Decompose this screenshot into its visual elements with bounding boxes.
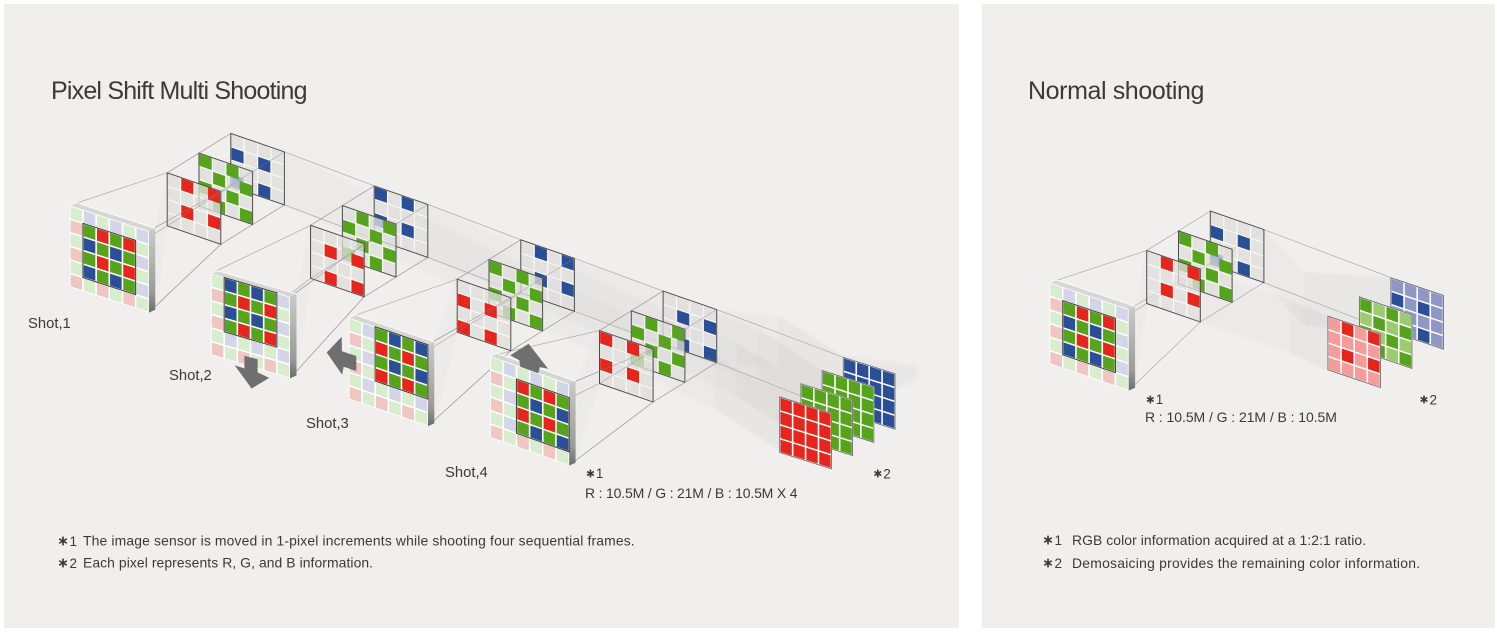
svg-text:1: 1: [70, 534, 78, 549]
svg-text:1: 1: [1055, 533, 1063, 548]
svg-text:Pixel Shift Multi Shooting: Pixel Shift Multi Shooting: [51, 77, 307, 105]
svg-text:R : 10.5M / G : 21M / B : 10.5: R : 10.5M / G : 21M / B : 10.5M: [1145, 409, 1337, 425]
svg-text:Shot,4: Shot,4: [445, 465, 488, 481]
svg-text:Shot,3: Shot,3: [306, 416, 349, 432]
svg-text:Normal shooting: Normal shooting: [1028, 77, 1204, 105]
svg-text:RGB color information acquired: RGB color information acquired at a 1:2:…: [1072, 532, 1366, 548]
svg-text:2: 2: [1055, 556, 1063, 571]
svg-text:2: 2: [1430, 393, 1438, 408]
svg-text:1: 1: [1156, 392, 1164, 407]
svg-text:2: 2: [70, 556, 78, 571]
svg-text:Each pixel represents R, G, an: Each pixel represents R, G, and B inform…: [83, 555, 373, 571]
svg-text:2: 2: [883, 467, 891, 482]
svg-text:Demosaicing provides the remai: Demosaicing provides the remaining color…: [1072, 555, 1420, 571]
svg-text:1: 1: [596, 466, 604, 481]
svg-text:The image sensor is moved in 1: The image sensor is moved in 1-pixel inc…: [83, 533, 635, 549]
svg-text:Shot,1: Shot,1: [28, 316, 71, 332]
svg-text:Shot,2: Shot,2: [169, 368, 212, 384]
svg-text:R : 10.5M / G : 21M / B : 10.5: R : 10.5M / G : 21M / B : 10.5M X 4: [585, 485, 798, 501]
